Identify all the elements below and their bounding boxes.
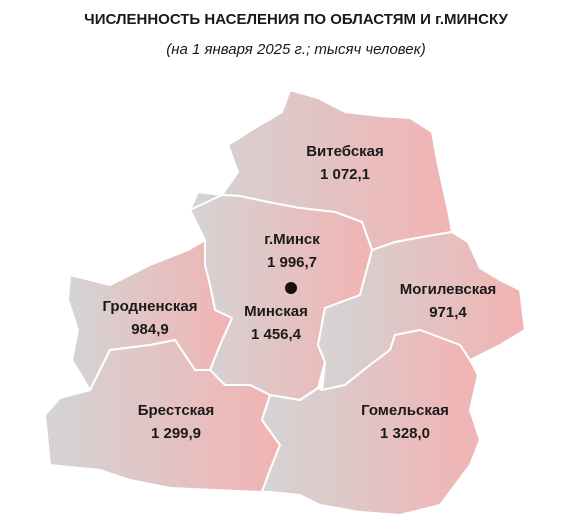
region-value: 1 996,7 [267,254,317,271]
region-name: Брестская [138,402,215,419]
region-gomel [261,329,481,516]
region-name: Гомельская [361,402,449,419]
capital-dot [285,282,297,294]
region-name: Витебская [306,143,384,160]
region-value: 984,9 [131,321,169,338]
subtitle: (на 1 января 2025 г.; тысяч человек) [166,41,425,58]
region-name: г.Минск [264,231,320,248]
region-name: Минская [244,303,308,320]
region-value: 1 072,1 [320,166,370,183]
region-value: 1 456,4 [251,326,302,343]
region-name: Могилевская [400,281,497,298]
region-name: Гродненская [103,298,198,315]
region-value: 1 328,0 [380,425,430,442]
region-grodno [67,239,233,391]
region-value: 1 299,9 [151,425,201,442]
region-value: 971,4 [429,304,467,321]
title: ЧИСЛЕННОСТЬ НАСЕЛЕНИЯ ПО ОБЛАСТЯМ И г.МИ… [84,11,508,28]
